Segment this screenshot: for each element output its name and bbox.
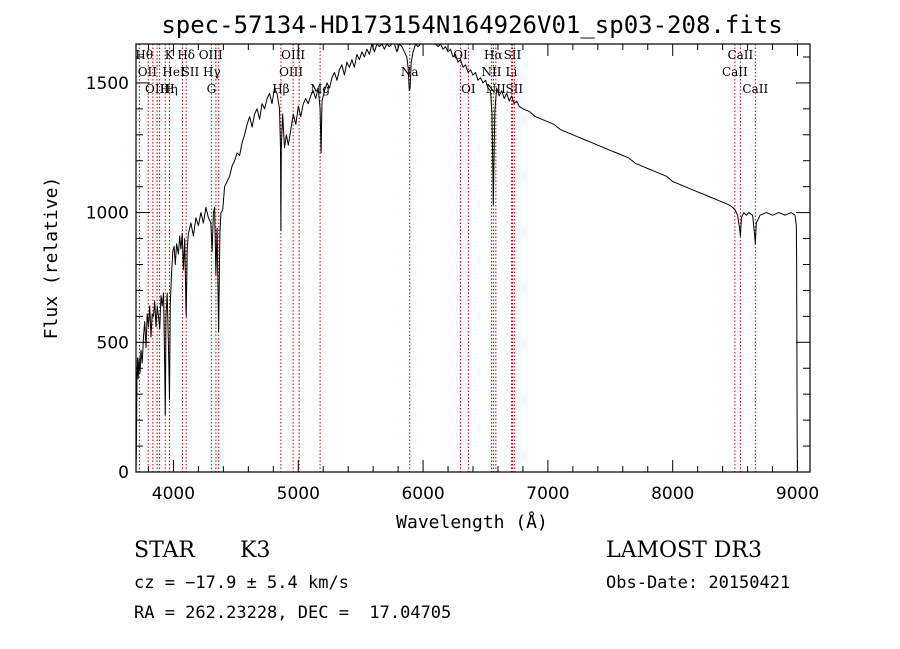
x-tick-label: 9000 (776, 484, 819, 504)
spectral-line-label: G (207, 82, 217, 96)
y-axis-label: Flux (relative) (41, 177, 62, 340)
spectral-line-label: OII (138, 65, 158, 79)
y-tick-label: 1000 (86, 204, 129, 224)
spectral-line-label: CaII (722, 65, 748, 79)
spectral-line-label: Mg (310, 82, 330, 96)
spectral-line-markers (138, 44, 756, 472)
spectral-line-label: OIII (281, 48, 305, 62)
coordinates: RA = 262.23228, DEC = 17.04705 (134, 603, 452, 623)
spectral-line-label: SII (505, 82, 523, 96)
spectrum-chart: spec-57134-HD173154N164926V01_sp03-208.f… (41, 11, 819, 533)
spectral-line-label: Li (506, 65, 518, 79)
observation-date: Obs-Date: 20150421 (606, 573, 791, 593)
object-subclass: K3 (240, 538, 271, 563)
axis-ticks (136, 44, 810, 473)
spectral-line-label: OIII (199, 48, 223, 62)
spectral-line-label: HeI (162, 65, 185, 79)
spectral-line-label: OIII (279, 65, 303, 79)
spectral-line-label: NII (481, 65, 501, 79)
spectral-line-label: OIII (145, 82, 169, 96)
plot-frame (135, 43, 811, 473)
x-tick-label: 6000 (401, 484, 444, 504)
spectral-line-label: Hδ (177, 48, 195, 62)
spectral-line-label: Hη (160, 82, 178, 96)
x-tick-label: 4000 (152, 484, 195, 504)
spectral-line-label: H (164, 82, 174, 96)
spectral-line-label: CaII (742, 82, 768, 96)
spectrum-line (135, 43, 798, 473)
spectrum-series (135, 43, 798, 473)
axis-tick-labels: 4000 5000 6000 7000 8000 9000 0 500 1000 1500 (86, 74, 819, 504)
spectral-line-label: Na (401, 65, 419, 79)
y-tick-label: 1500 (86, 74, 129, 94)
object-class: STAR (134, 538, 195, 563)
chart-title: spec-57134-HD173154N164926V01_sp03-208.f… (161, 11, 782, 39)
y-tick-label: 0 (118, 463, 129, 483)
spectral-line-label: SII (182, 65, 200, 79)
spectral-line-label: K (165, 48, 175, 62)
x-axis-label: Wavelength (Å) (396, 511, 548, 533)
survey-name: LAMOST DR3 (606, 538, 762, 563)
spectral-line-label: OI (461, 82, 476, 96)
x-tick-label: 5000 (277, 484, 320, 504)
spectral-line-label: Hθ (135, 48, 153, 62)
x-tick-label: 8000 (651, 484, 694, 504)
spectral-line-label: CaII (727, 48, 753, 62)
spectral-line-label: SII (504, 48, 522, 62)
spectral-line-label: Hα (484, 48, 503, 62)
x-tick-label: 7000 (526, 484, 569, 504)
y-tick-label: 500 (97, 333, 129, 353)
redshift-velocity: cz = −17.9 ± 5.4 km/s (134, 573, 349, 593)
spectral-line-label: Hγ (203, 65, 221, 79)
